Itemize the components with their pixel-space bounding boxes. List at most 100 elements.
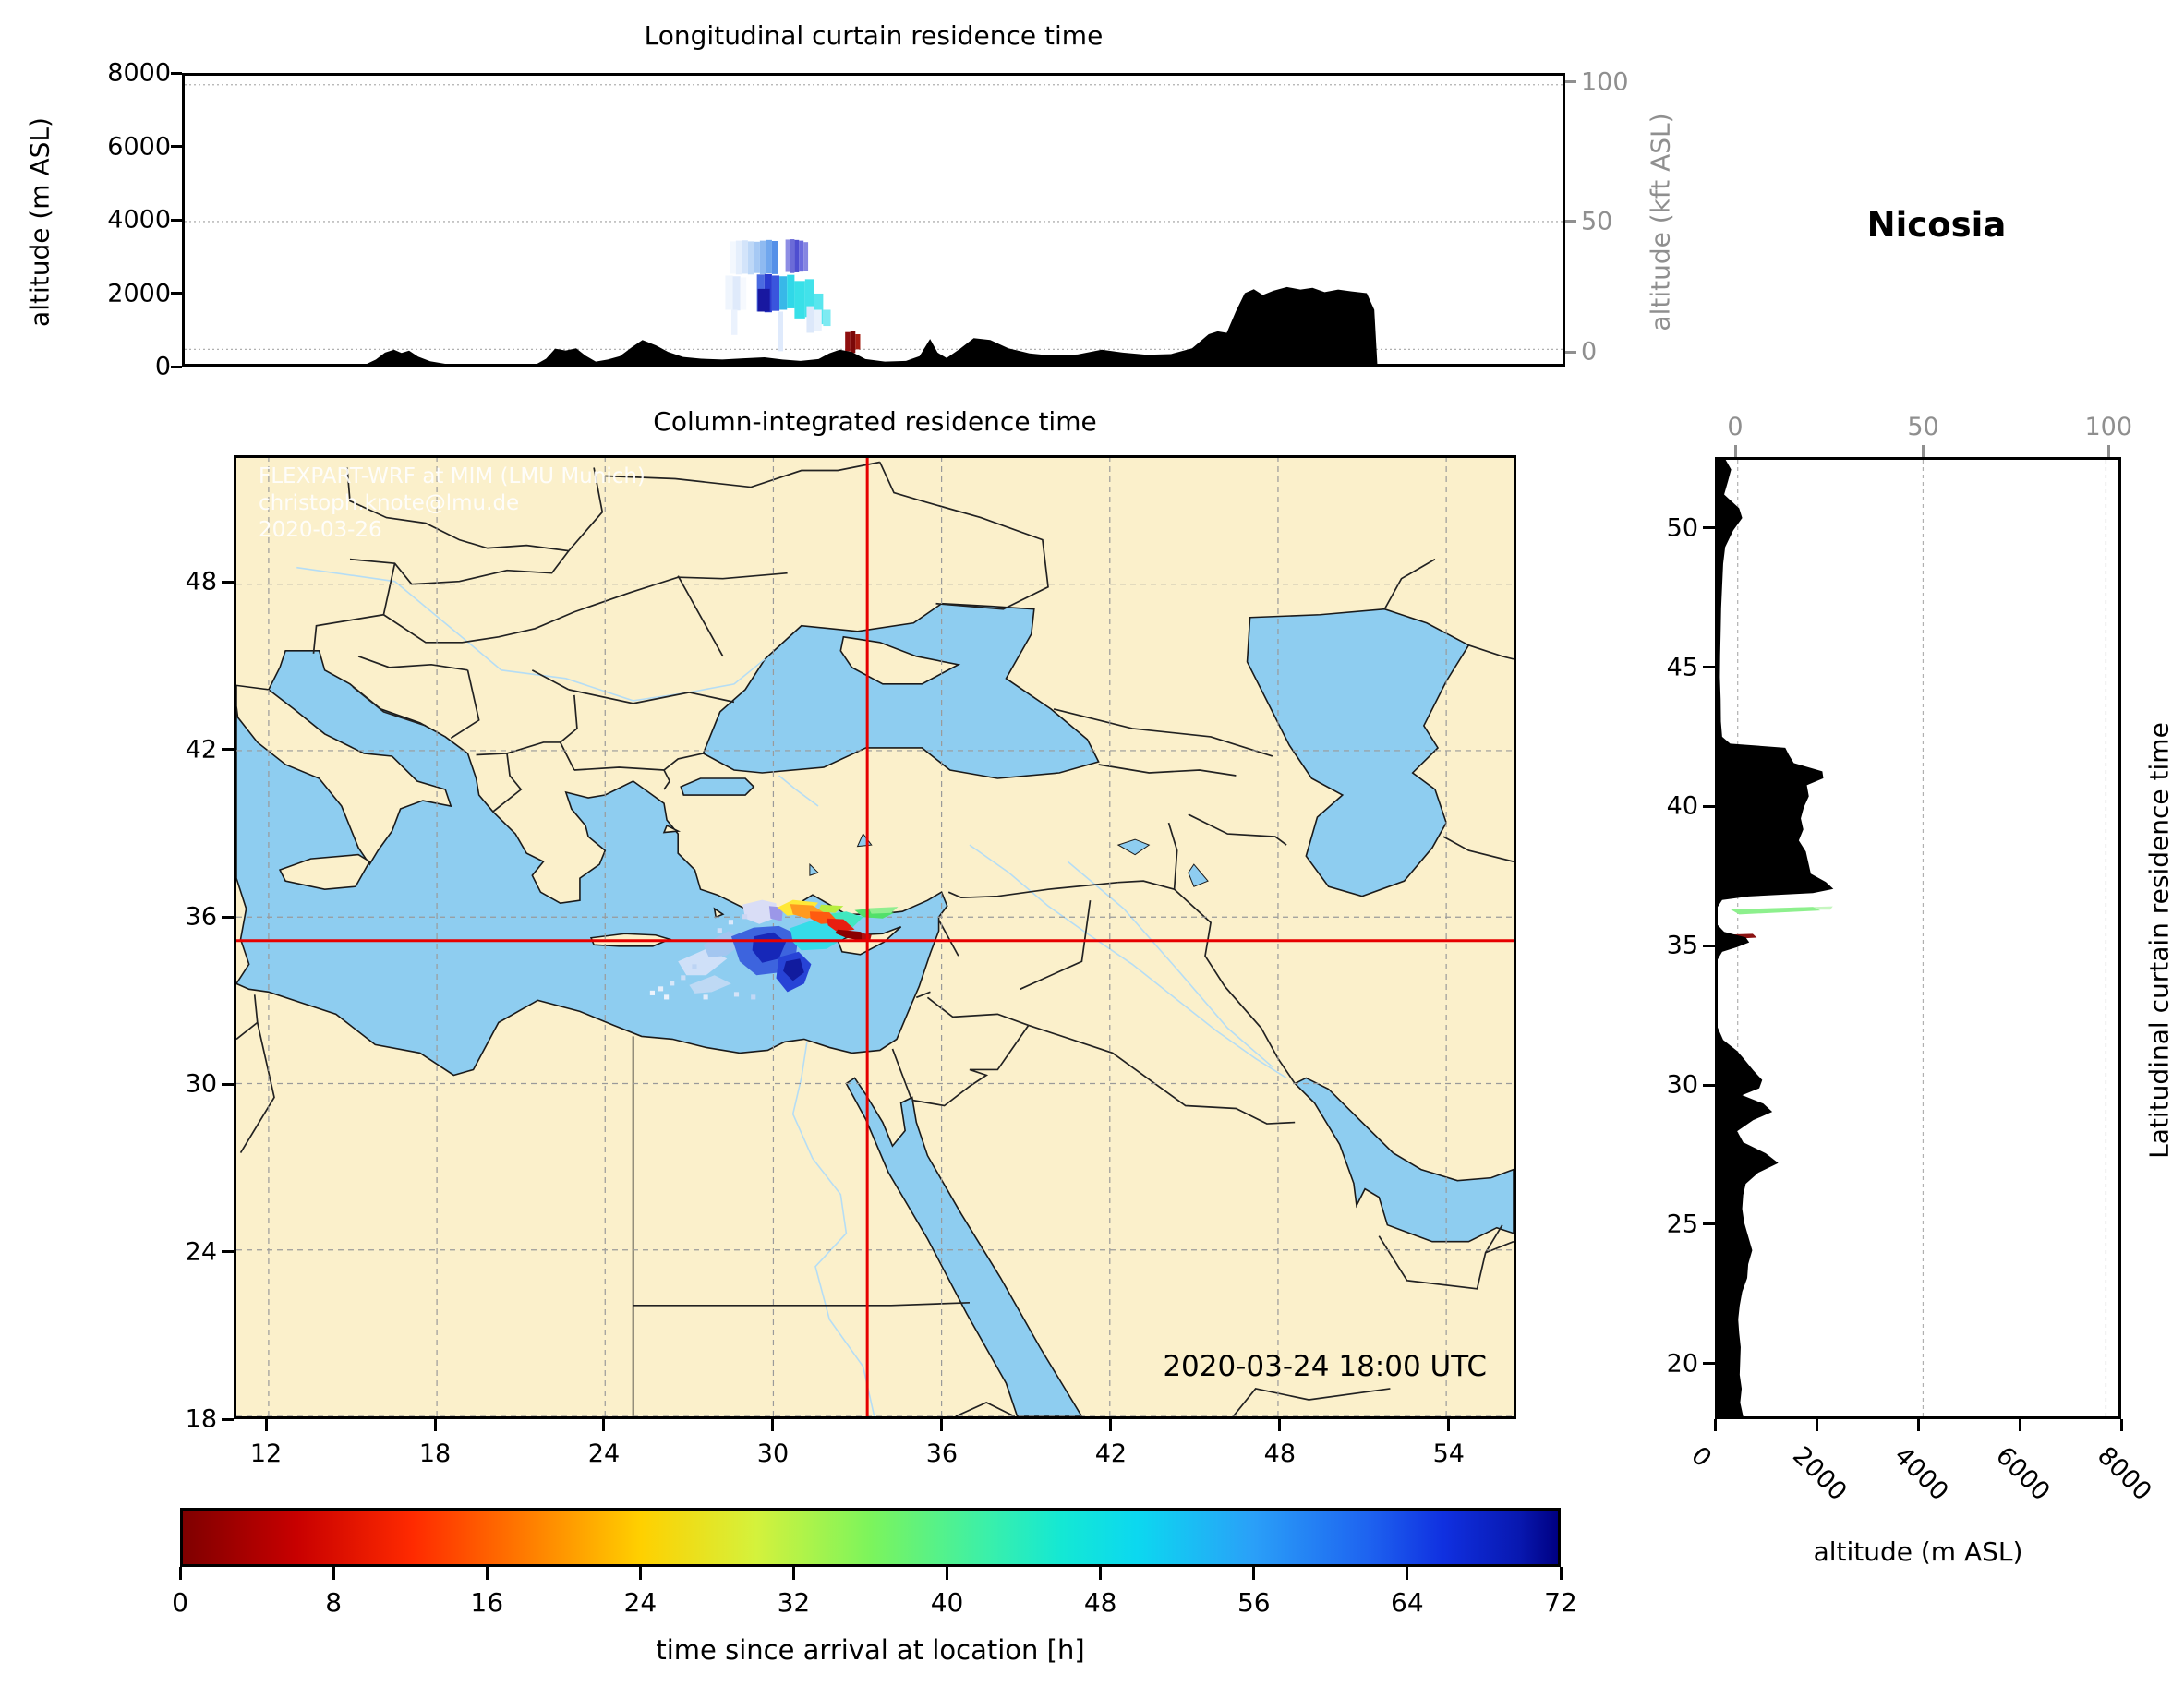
tick-mark [1733,445,1737,457]
tick-label: 2000 [1787,1441,1852,1507]
station-title: Nicosia [1866,205,2007,245]
tick-label: 56 [1237,1587,1271,1618]
colorbar [180,1508,1561,1567]
tick-label: 30 [185,1069,217,1099]
longitudinal-curtain-panel [182,73,1565,367]
top-ylabel: altitude (m ASL) [24,117,55,327]
tick-label: 8000 [107,58,171,88]
tick-mark [433,1419,437,1431]
tick-mark [1565,350,1576,354]
tick-label: 36 [925,1439,959,1468]
tick-mark [602,1419,606,1431]
tick-mark [1565,220,1576,223]
tick-label: 48 [1083,1587,1117,1618]
tick-mark [171,365,182,368]
latitudinal-curtain-plot [1718,460,2118,1416]
tick-mark [1099,1567,1103,1580]
top-ylabel-right: altitude (kft ASL) [1645,113,1676,331]
tick-mark [1922,445,1925,457]
tick-mark [791,1567,795,1580]
tick-mark [771,1419,775,1431]
tick-mark [332,1567,335,1580]
tick-label: 2000 [107,279,171,307]
map-plot [236,458,1514,1416]
tick-label: 100 [2084,413,2133,441]
tick-mark [222,580,234,584]
tick-mark [1703,804,1715,808]
tick-mark [2018,1419,2021,1431]
tick-label: 6000 [107,132,171,161]
map-date-label: 2020-03-24 18:00 UTC [1163,1350,1487,1383]
tick-label: 0 [1581,337,1598,367]
longitudinal-curtain-title: Longitudinal curtain residence time [644,20,1104,51]
tick-mark [1815,1419,1818,1431]
tick-label: 30 [756,1439,790,1468]
tick-mark [171,145,182,148]
right-side-label: Latitudinal curtain residence time [2143,722,2175,1159]
tick-label: 40 [1666,791,1698,821]
tick-label: 18 [185,1404,217,1434]
watermark-line-1: FLEXPART-WRF at MIM (LMU Munich) [259,464,646,488]
tick-label: 4000 [1888,1441,1954,1507]
tick-label: 48 [1263,1439,1297,1468]
map-title: Column-integrated residence time [653,406,1097,437]
tick-mark [2119,1419,2123,1431]
tick-mark [485,1567,489,1580]
tick-label: 4000 [107,205,171,235]
tick-label: 54 [1432,1439,1465,1468]
tick-mark [1565,80,1576,84]
tick-mark [1703,1083,1715,1087]
tick-label: 20 [1666,1349,1698,1379]
tick-mark [178,1567,182,1580]
tick-label: 18 [418,1439,452,1468]
tick-mark [171,292,182,295]
tick-label: 36 [185,902,217,932]
tick-mark [1713,1419,1717,1431]
tick-mark [1109,1419,1113,1431]
tick-label: 25 [1666,1210,1698,1239]
map-watermark: FLEXPART-WRF at MIM (LMU Munich) christo… [259,464,646,544]
tick-label: 50 [1907,413,1939,441]
tick-mark [940,1419,944,1431]
tick-label: 0 [1685,1441,1718,1474]
tick-label: 72 [1544,1587,1577,1618]
tick-mark [1447,1419,1451,1431]
tick-mark [1703,526,1715,530]
tick-mark [222,1250,234,1254]
tick-mark [1703,1362,1715,1366]
tick-mark [171,71,182,75]
tick-label: 64 [1391,1587,1424,1618]
watermark-line-3: 2020-03-26 [259,518,382,542]
tick-mark [1406,1567,1409,1580]
tick-mark [1278,1419,1282,1431]
tick-label: 100 [1581,67,1629,97]
tick-label: 35 [1666,931,1698,960]
tick-label: 8 [325,1587,343,1618]
latitudinal-curtain-panel [1715,457,2121,1419]
tick-label: 40 [930,1587,964,1618]
tick-mark [1252,1567,1256,1580]
tick-label: 45 [1666,653,1698,682]
tick-label: 6000 [1990,1441,2056,1507]
tick-mark [946,1567,949,1580]
tick-label: 8000 [2092,1441,2157,1507]
map-panel [234,455,1516,1419]
tick-mark [1559,1567,1563,1580]
tick-label: 50 [1581,207,1613,236]
tick-mark [264,1419,268,1431]
tick-mark [2106,445,2110,457]
tick-label: 24 [587,1439,621,1468]
tick-label: 48 [185,567,217,596]
tick-mark [222,915,234,919]
tick-mark [222,1082,234,1086]
tick-label: 24 [623,1587,658,1618]
tick-mark [171,218,182,222]
tick-label: 0 [1727,413,1744,441]
longitudinal-curtain-plot [185,76,1563,364]
tick-mark [1916,1419,1920,1431]
tick-label: 0 [172,1587,188,1618]
tick-label: 16 [470,1587,504,1618]
tick-label: 32 [777,1587,811,1618]
tick-mark [1703,944,1715,947]
tick-mark [1703,1222,1715,1226]
